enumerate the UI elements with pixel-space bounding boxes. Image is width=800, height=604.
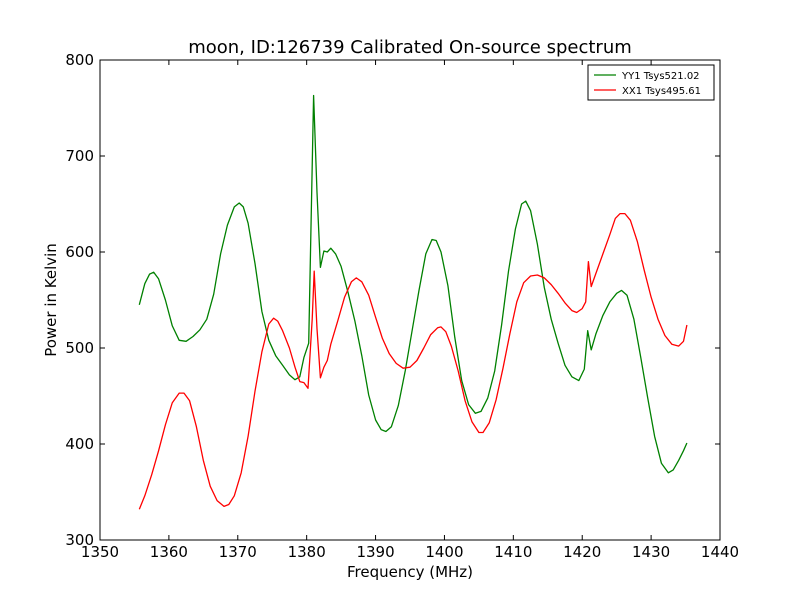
- x-axis-label: Frequency (MHz): [347, 563, 473, 581]
- y-tick-label: 600: [65, 243, 94, 261]
- series-line-1: [138, 212, 688, 510]
- y-axis-label: Power in Kelvin: [42, 243, 60, 357]
- y-tick-label: 800: [65, 51, 94, 69]
- x-tick-label: 1410: [494, 543, 532, 561]
- y-tick-label: 500: [65, 339, 94, 357]
- legend: YY1 Tsys521.02 XX1 Tsys495.61: [587, 64, 715, 101]
- legend-box: [587, 64, 715, 101]
- x-tick-label: 1380: [288, 543, 326, 561]
- x-tick-label: 1440: [701, 543, 739, 561]
- chart-title: moon, ID:126739 Calibrated On-source spe…: [188, 37, 632, 58]
- legend-label-0: YY1 Tsys521.02: [621, 71, 700, 82]
- x-tick-label: 1400: [425, 543, 463, 561]
- x-tick-label: 1360: [150, 543, 188, 561]
- y-tick-label: 700: [65, 147, 94, 165]
- x-tick-label: 1370: [219, 543, 257, 561]
- plot-lines: [138, 94, 688, 510]
- x-tick-label: 1430: [632, 543, 670, 561]
- axes: 1350 1360 1370 1380 1390 1400 1410 1420 1430 1440…: [65, 51, 739, 561]
- series-line-0: [138, 94, 688, 474]
- y-tick-label: 300: [65, 531, 94, 549]
- plot-frame: [99, 59, 721, 541]
- y-tick-label: 400: [65, 435, 94, 453]
- legend-label-1: XX1 Tsys495.61: [622, 86, 701, 97]
- x-tick-label: 1350: [81, 543, 119, 561]
- x-tick-label: 1420: [563, 543, 601, 561]
- x-tick-label: 1390: [356, 543, 394, 561]
